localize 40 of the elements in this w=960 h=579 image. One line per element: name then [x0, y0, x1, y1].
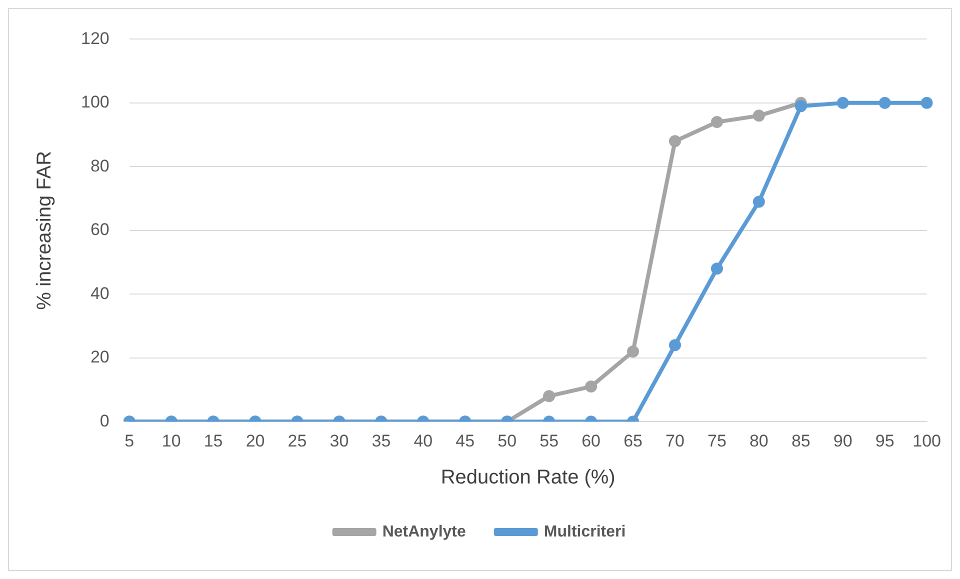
y-tick-label: 20: [90, 348, 110, 367]
legend-label: Multicriteri: [544, 523, 626, 540]
point: [668, 135, 681, 148]
x-tick-label: 85: [791, 431, 810, 450]
legend-label: NetAnylyte: [382, 523, 466, 540]
y-tick-label: 120: [80, 28, 110, 48]
y-tick-label: 60: [90, 220, 110, 240]
x-tick-label: 15: [204, 431, 223, 450]
x-tick-label: 55: [540, 431, 559, 450]
point: [878, 96, 891, 109]
x-tick-label: 30: [330, 431, 349, 450]
x-tick-label: 5: [124, 431, 134, 450]
x-tick-label: 25: [288, 431, 307, 450]
x-tick-label: 45: [456, 431, 475, 450]
point: [836, 96, 849, 109]
point: [752, 110, 765, 122]
x-tick-label: 20: [246, 431, 265, 450]
x-tick-label: 70: [666, 431, 684, 450]
x-tick-label: 90: [833, 431, 852, 450]
x-tick-label: 60: [582, 431, 601, 450]
y-tick-label: 100: [80, 92, 110, 112]
point: [794, 100, 807, 112]
point: [752, 196, 765, 208]
x-tick-label: 75: [708, 431, 726, 450]
y-tick-label: 0: [100, 411, 110, 430]
x-tick-label: 65: [624, 431, 642, 450]
x-tick-label: 100: [912, 431, 942, 450]
point: [710, 262, 723, 275]
point: [920, 96, 933, 109]
x-tick-label: 10: [162, 431, 181, 450]
x-axis-title: Reduction Rate (%): [440, 466, 616, 489]
point: [710, 116, 723, 128]
x-tick-label: 50: [498, 431, 517, 450]
x-tick-label: 35: [372, 431, 391, 450]
y-tick-label: 80: [90, 156, 110, 176]
x-tick-label: 95: [875, 431, 894, 450]
y-axis-title: % increasing FAR: [34, 150, 56, 310]
x-tick-label: 40: [414, 431, 433, 450]
y-tick-label: 40: [90, 284, 110, 303]
x-tick-label: 80: [749, 431, 768, 450]
